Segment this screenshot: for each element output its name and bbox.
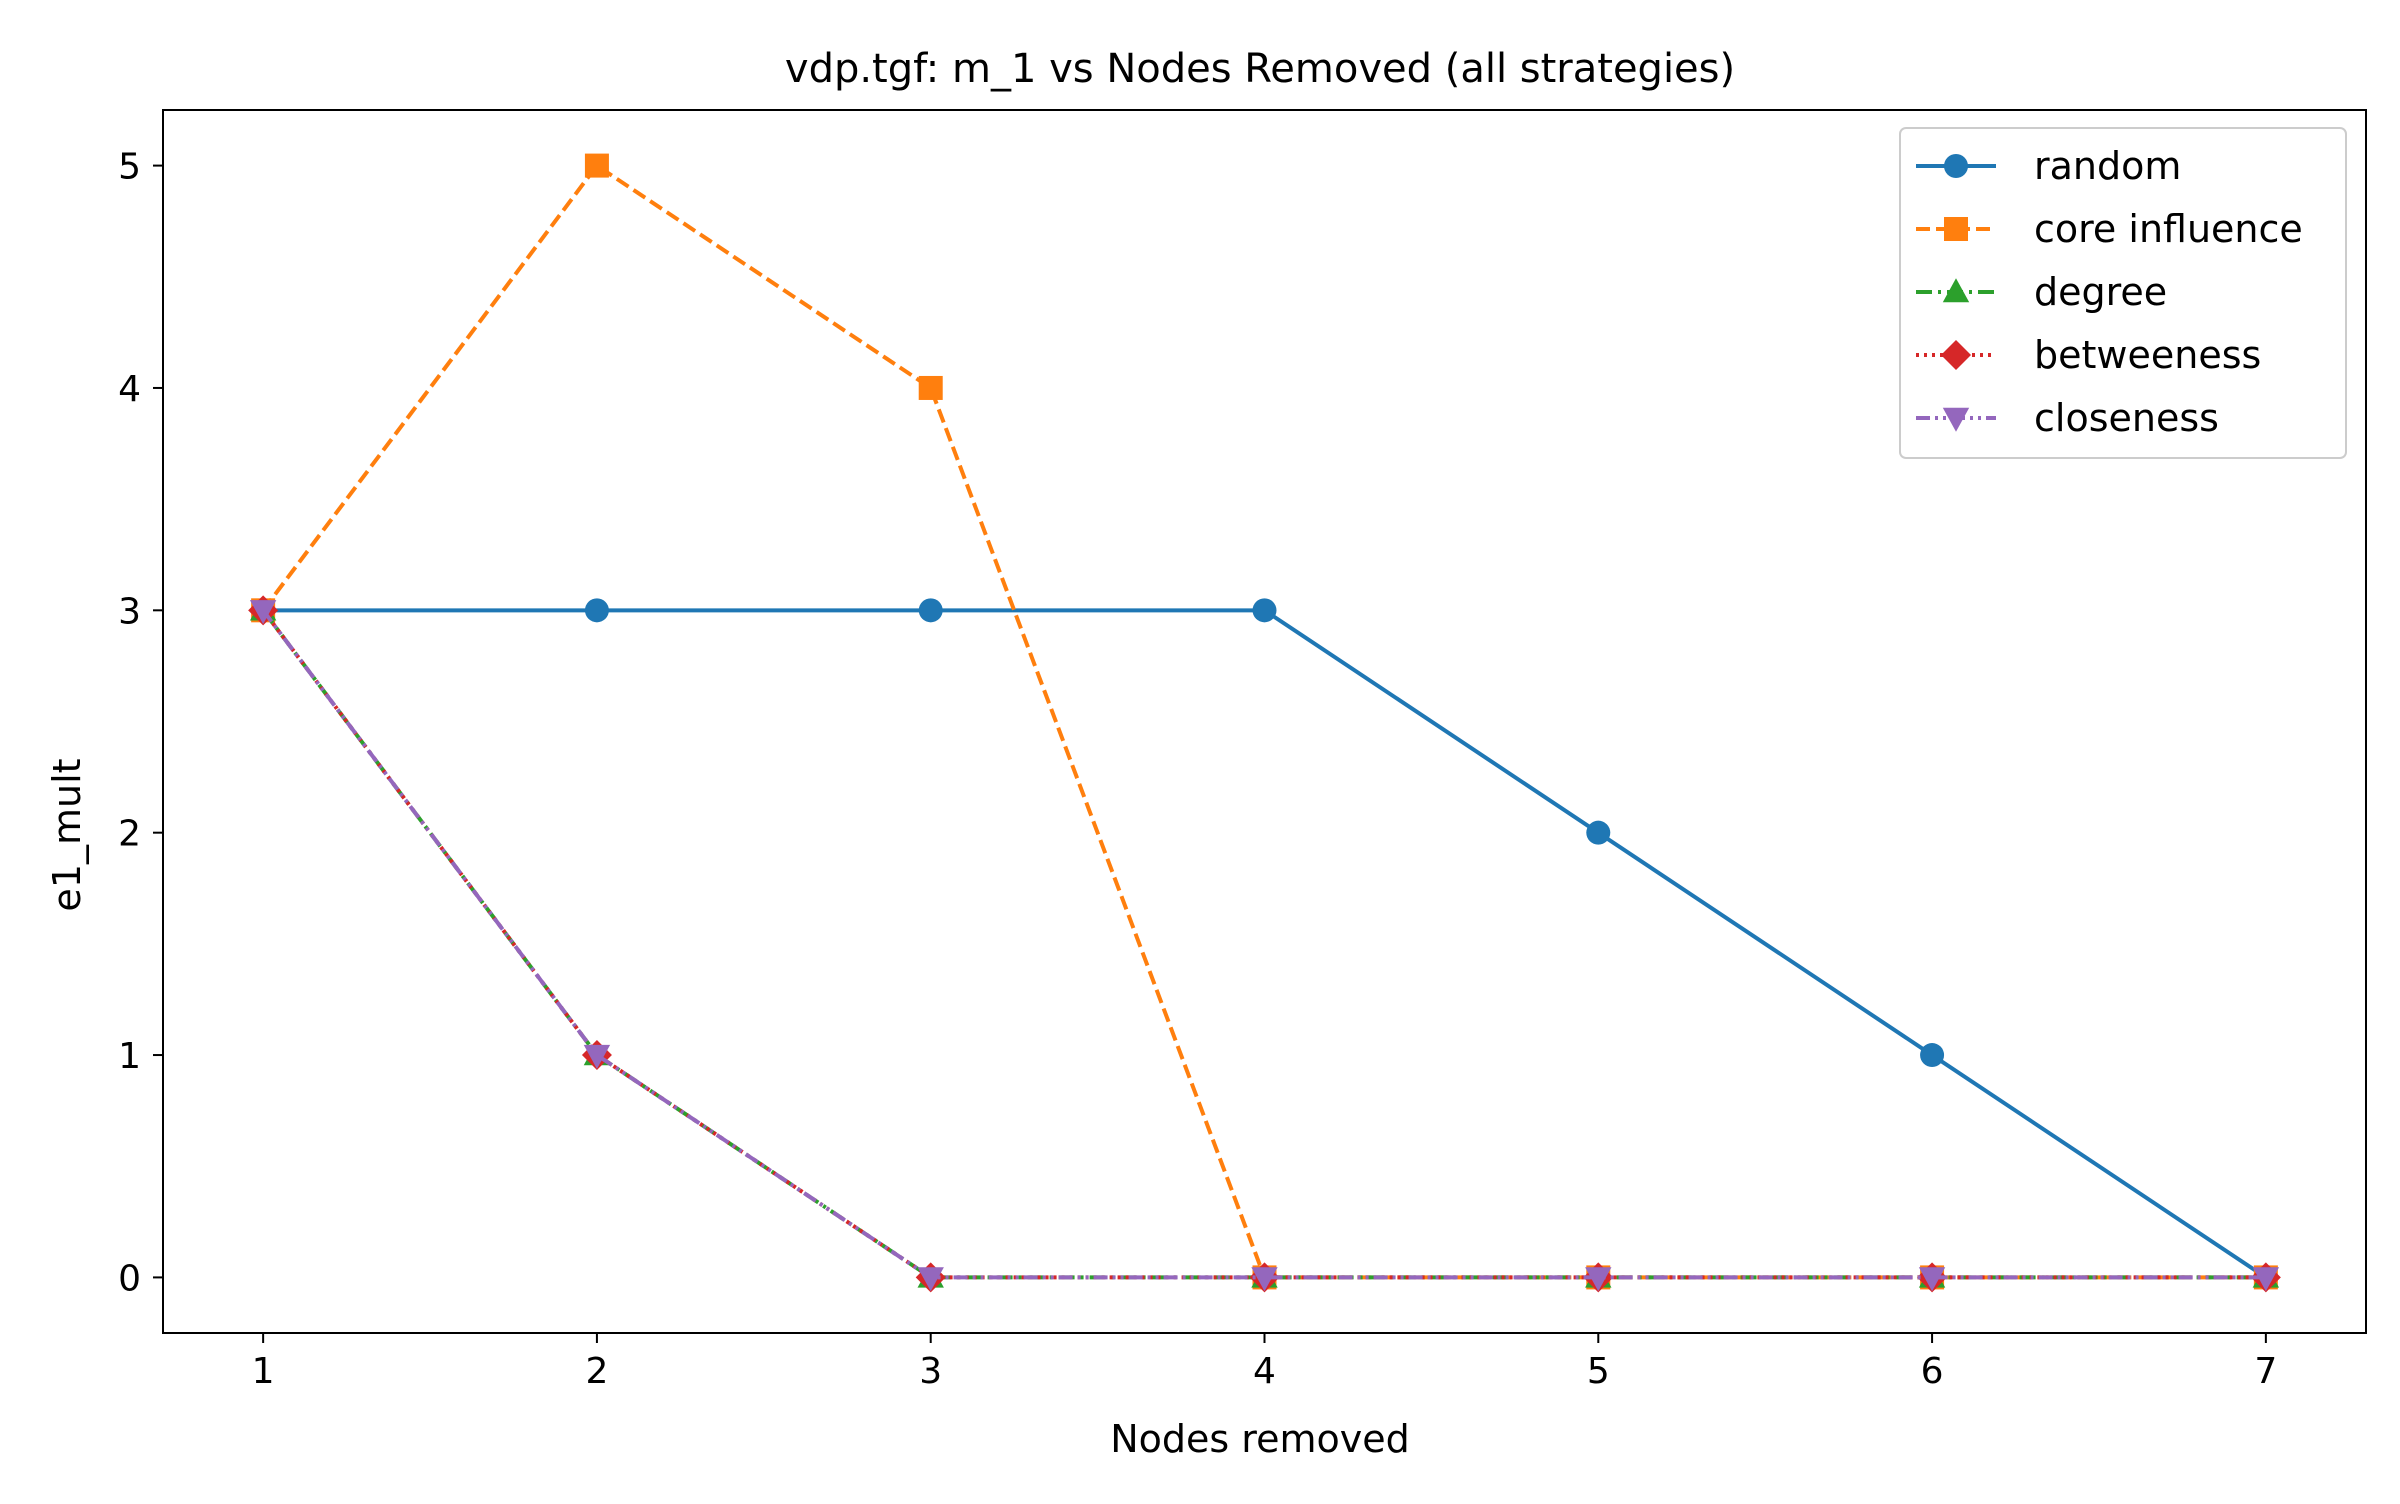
data-point [2252, 1267, 2280, 1292]
data-point [1920, 1043, 1945, 1068]
data-point [1251, 1267, 1278, 1292]
y-tick-label: 4 [118, 369, 141, 410]
x-tick-label: 7 [2254, 1351, 2277, 1392]
x-axis-label: Nodes removed [1110, 1417, 1409, 1461]
y-tick-label: 2 [118, 814, 141, 855]
legend-item: betweeness [1916, 333, 2261, 377]
x-tick-label: 2 [585, 1351, 608, 1392]
data-point [249, 600, 277, 625]
y-axis-label: e1_mult [45, 758, 89, 911]
y-tick-label: 5 [118, 147, 141, 188]
legend: random core influence degree betweeness clos… [1899, 127, 2347, 459]
data-point [583, 1044, 611, 1069]
data-point [917, 1267, 944, 1292]
data-point [584, 153, 609, 178]
y-tick-label: 3 [118, 591, 141, 632]
x-tick-label: 4 [1253, 1351, 1276, 1392]
legend-marker [1942, 278, 1970, 303]
legend-marker [1941, 340, 1971, 370]
x-tick-label: 5 [1587, 1351, 1610, 1392]
legend-label: degree [2034, 270, 2167, 314]
legend-label: betweeness [2034, 333, 2261, 377]
data-point [918, 598, 943, 623]
legend-marker [1944, 217, 1968, 241]
legend-item: closeness [1916, 396, 2219, 440]
legend-label: random [2034, 144, 2181, 188]
data-point [1918, 1267, 1946, 1292]
legend-marker [1942, 407, 1970, 432]
legend-marker [1944, 154, 1968, 178]
plot-area [248, 153, 2281, 1293]
data-point [1586, 820, 1611, 845]
legend-label: closeness [2034, 396, 2219, 440]
axes: 1 2 3 4 5 6 7 0 1 2 3 4 5 [118, 147, 2277, 1392]
legend-item: degree [1916, 270, 2167, 314]
legend-box [1899, 127, 2347, 459]
y-tick-label: 0 [118, 1258, 141, 1299]
x-tick-label: 3 [919, 1351, 942, 1392]
x-tick-label: 1 [252, 1351, 275, 1392]
x-tick-label: 6 [1921, 1351, 1944, 1392]
legend-label: core influence [2034, 207, 2303, 251]
series-closeness [249, 600, 2280, 1292]
data-point [1585, 1267, 1612, 1292]
chart-title: vdp.tgf: m_1 vs Nodes Removed (all strat… [785, 46, 1735, 92]
legend-item: core influence [1916, 207, 2303, 251]
legend-item: random [1916, 144, 2181, 188]
data-point [584, 598, 609, 623]
y-tick-label: 1 [118, 1036, 141, 1077]
data-point [1252, 598, 1277, 623]
data-point [918, 375, 943, 400]
